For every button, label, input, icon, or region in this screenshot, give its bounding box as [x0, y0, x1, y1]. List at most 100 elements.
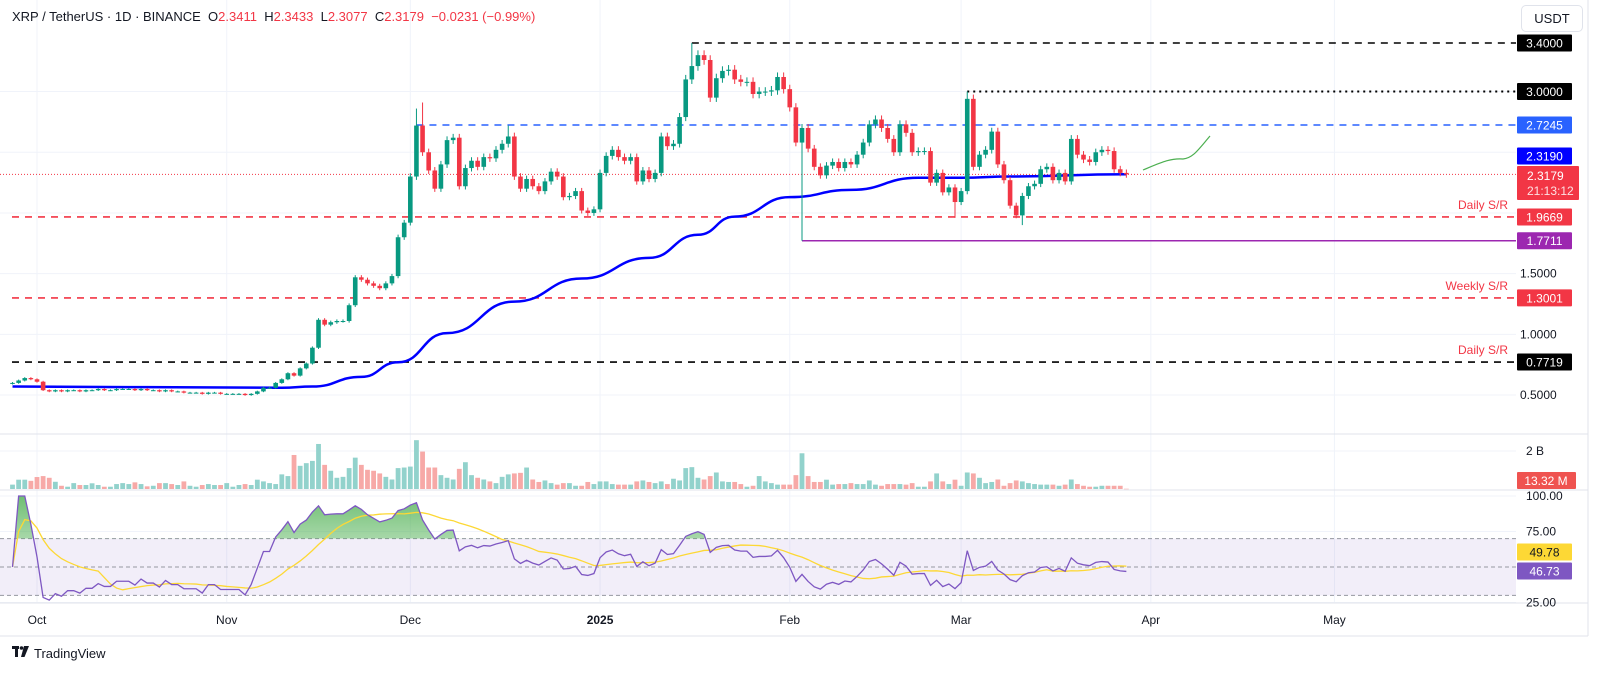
candle-body [609, 149, 615, 156]
candle [891, 135, 897, 156]
candle [285, 372, 291, 381]
candle-body [799, 127, 805, 143]
candle [352, 275, 358, 308]
candle [181, 390, 187, 394]
candle-body [414, 125, 419, 177]
candle-body [652, 172, 658, 179]
candle [126, 388, 132, 390]
volume-bar [530, 479, 536, 489]
candle [456, 133, 462, 190]
volume-bar [1050, 484, 1056, 489]
volume-bar [983, 483, 988, 489]
candle [359, 275, 364, 282]
candle [383, 281, 389, 291]
level-price-tag-box [1517, 83, 1572, 101]
candle-body [836, 161, 842, 169]
candle-body [714, 78, 719, 98]
candle-body [530, 178, 536, 187]
candle [1075, 135, 1080, 159]
candle [303, 362, 309, 370]
candle [554, 168, 560, 180]
volume-bar [891, 484, 897, 489]
candle-body [971, 98, 976, 167]
candle-body [352, 277, 358, 306]
axis-labels: Daily S/R Weekly S/R Daily S/R [1446, 198, 1509, 357]
candle [609, 146, 615, 160]
volume-bar [114, 484, 119, 489]
volume-bar [1099, 485, 1105, 489]
candle-body [842, 161, 848, 169]
volume-bar [652, 483, 658, 489]
candle [242, 393, 248, 396]
price-scale[interactable]: 0.5000 1.0000 1.5000 3.4000 3.0000 2.7245 1.96… [1517, 34, 1579, 610]
volume-bar [328, 470, 334, 489]
candle-body [456, 137, 462, 187]
volume-bar [1013, 480, 1019, 489]
candle-body [334, 321, 340, 323]
volume-bar [16, 479, 22, 489]
volume-bar [150, 485, 156, 489]
volume-bar [548, 483, 554, 489]
candle [1105, 146, 1111, 155]
volume-bar [995, 479, 1001, 489]
candle-body [28, 378, 34, 380]
volume-bar [1111, 485, 1117, 489]
volume-bar [212, 485, 217, 489]
volume-bar [750, 485, 756, 489]
sr-label: Daily S/R [1458, 198, 1508, 212]
candle [481, 153, 487, 171]
candle-body [65, 390, 70, 392]
candle-body [438, 164, 444, 189]
volume-bar [267, 483, 272, 489]
candle [873, 115, 878, 129]
candle-body [928, 151, 933, 183]
volume-bar [689, 467, 695, 489]
candle [903, 120, 909, 137]
candles [10, 43, 1129, 396]
candle-body [732, 69, 737, 80]
time-axis-label: May [1323, 613, 1346, 627]
level-price-tag-box [1517, 116, 1572, 134]
volume-bar [169, 484, 175, 489]
volume-bar [505, 474, 511, 489]
volume-bar [316, 443, 321, 489]
volume-bar [303, 463, 309, 489]
candle [726, 65, 731, 76]
candle [212, 391, 217, 394]
volume-bar [89, 483, 95, 489]
candle-body [114, 388, 119, 391]
candle [622, 153, 627, 165]
candle [267, 386, 272, 389]
candle-body [824, 165, 829, 176]
tradingview-logo[interactable]: TradingView [12, 646, 106, 661]
candle-body [983, 149, 988, 155]
sr-label: Weekly S/R [1446, 279, 1509, 293]
candle-body [885, 127, 890, 139]
volume-bar [964, 472, 970, 489]
time-axis[interactable]: Oct Nov Dec 2025 Feb Mar Apr May [28, 613, 1346, 627]
candle-body [762, 91, 768, 93]
candle [187, 391, 193, 394]
volume-bar [628, 484, 634, 489]
candle-body [389, 276, 395, 284]
candle-body [964, 98, 970, 192]
candle-body [616, 149, 621, 158]
candle-body [1099, 149, 1105, 153]
candle [77, 389, 83, 393]
rsi-band [0, 538, 1516, 596]
currency-button[interactable]: USDT [1521, 5, 1583, 32]
candle [16, 379, 21, 384]
candle-body [1105, 149, 1111, 152]
volume-bar [334, 477, 340, 489]
candle [695, 50, 701, 71]
candle [805, 124, 811, 153]
candle-body [567, 195, 572, 198]
symbol-title[interactable]: XRP / TetherUS · 1D · BINANCE [12, 9, 201, 24]
candle [652, 169, 658, 183]
candle [928, 147, 933, 186]
candle [689, 43, 695, 84]
candle-body [707, 59, 713, 98]
candle [420, 102, 425, 156]
volume-bar [291, 454, 297, 489]
